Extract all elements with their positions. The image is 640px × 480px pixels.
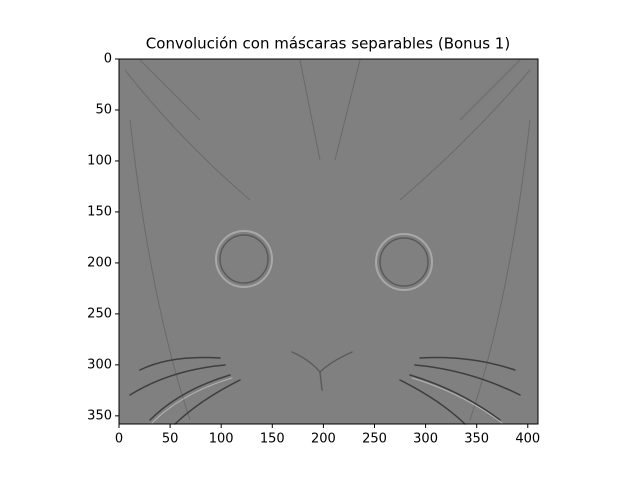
x-tick-label: 400 <box>515 432 540 447</box>
axes-frame <box>118 58 539 425</box>
x-tick-label: 350 <box>464 432 489 447</box>
x-tick-label: 0 <box>115 432 123 447</box>
eyes <box>215 230 433 291</box>
whisker-highlights <box>151 377 503 424</box>
image-background <box>119 59 538 424</box>
x-tick-label: 300 <box>413 432 438 447</box>
y-tick-label: 300 <box>87 357 112 372</box>
y-tick-label: 50 <box>95 102 112 117</box>
nose <box>291 351 353 391</box>
image <box>119 59 538 425</box>
x-tick-label: 150 <box>260 432 285 447</box>
y-tick-label: 100 <box>87 153 112 168</box>
image-texture <box>124 59 531 421</box>
y-tick-label: 150 <box>87 204 112 219</box>
x-tick-label: 250 <box>362 432 387 447</box>
x-tick-label: 200 <box>311 432 336 447</box>
chart-title: Convolución con máscaras separables (Bon… <box>146 35 510 53</box>
y-tick-label: 0 <box>104 52 112 67</box>
whiskers <box>129 356 521 425</box>
y-tick-label: 200 <box>87 255 112 270</box>
x-tick-label: 100 <box>209 432 234 447</box>
x-tick-label: 50 <box>162 432 179 447</box>
y-tick-label: 250 <box>87 306 112 321</box>
y-tick-label: 350 <box>87 408 112 423</box>
